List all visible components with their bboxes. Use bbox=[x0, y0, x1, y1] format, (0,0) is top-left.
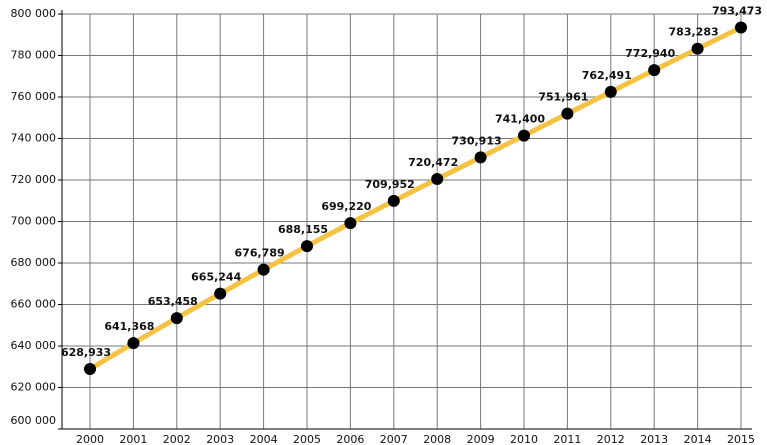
x-tick-label: 2002 bbox=[163, 433, 191, 445]
value-label: 665,244 bbox=[191, 271, 241, 284]
y-tick-label: 720 000 bbox=[11, 173, 57, 186]
x-tick-label: 2004 bbox=[250, 433, 278, 445]
y-tick-label: 760 000 bbox=[11, 90, 57, 103]
value-label: 783,283 bbox=[669, 26, 719, 39]
x-tick-label: 2001 bbox=[119, 433, 147, 445]
marker bbox=[344, 217, 357, 230]
value-label: 751,961 bbox=[538, 91, 588, 104]
x-tick-label: 2015 bbox=[727, 433, 755, 445]
x-tick-label: 2003 bbox=[206, 433, 234, 445]
y-tick-label: 740 000 bbox=[11, 132, 57, 145]
x-tick-label: 2005 bbox=[293, 433, 321, 445]
value-label: 628,933 bbox=[61, 346, 111, 359]
marker bbox=[735, 21, 747, 34]
y-tick-label: 640 000 bbox=[11, 339, 57, 352]
marker bbox=[561, 107, 574, 120]
marker bbox=[84, 362, 96, 375]
x-tick-label: 2011 bbox=[553, 433, 581, 445]
value-label: 676,789 bbox=[235, 247, 285, 260]
value-label: 762,491 bbox=[582, 69, 632, 82]
value-label: 709,952 bbox=[365, 178, 415, 191]
x-tick-label: 2007 bbox=[380, 433, 408, 445]
marker bbox=[518, 129, 530, 142]
y-tick-label: 600 000 bbox=[11, 414, 57, 427]
series-line bbox=[88, 25, 743, 372]
x-tick-label: 2014 bbox=[684, 433, 712, 445]
x-tick-label: 2012 bbox=[597, 433, 625, 445]
value-label: 720,472 bbox=[408, 156, 458, 169]
x-tick-label: 2009 bbox=[467, 433, 495, 445]
y-tick-label: 660 000 bbox=[11, 298, 57, 311]
marker bbox=[170, 312, 183, 325]
x-tick-label: 2006 bbox=[336, 433, 364, 445]
marker bbox=[301, 240, 313, 253]
x-tick-label: 2008 bbox=[423, 433, 451, 445]
y-tick-label: 680 000 bbox=[11, 256, 57, 269]
y-tick-label: 780 000 bbox=[11, 49, 57, 62]
y-tick-label: 620 000 bbox=[11, 381, 57, 394]
marker bbox=[214, 287, 227, 300]
value-label: 699,220 bbox=[321, 200, 371, 213]
marker bbox=[474, 151, 487, 164]
marker bbox=[431, 173, 444, 186]
x-tick-label: 2000 bbox=[76, 433, 104, 445]
value-label: 653,458 bbox=[148, 295, 198, 308]
value-label: 741,400 bbox=[495, 113, 545, 126]
x-tick-label: 2010 bbox=[510, 433, 538, 445]
value-label: 772,940 bbox=[625, 47, 675, 60]
y-tick-label: 800 000 bbox=[11, 7, 57, 20]
marker bbox=[604, 85, 617, 98]
marker bbox=[387, 194, 400, 207]
y-tick-label: 700 000 bbox=[11, 215, 57, 228]
value-label: 730,913 bbox=[452, 134, 502, 147]
marker bbox=[691, 42, 704, 55]
value-label: 793,473 bbox=[712, 5, 762, 18]
marker bbox=[648, 64, 661, 77]
marker bbox=[257, 263, 270, 276]
x-tick-label: 2013 bbox=[640, 433, 668, 445]
value-label: 641,368 bbox=[104, 320, 154, 333]
marker bbox=[127, 337, 140, 350]
value-label: 688,155 bbox=[278, 223, 328, 236]
